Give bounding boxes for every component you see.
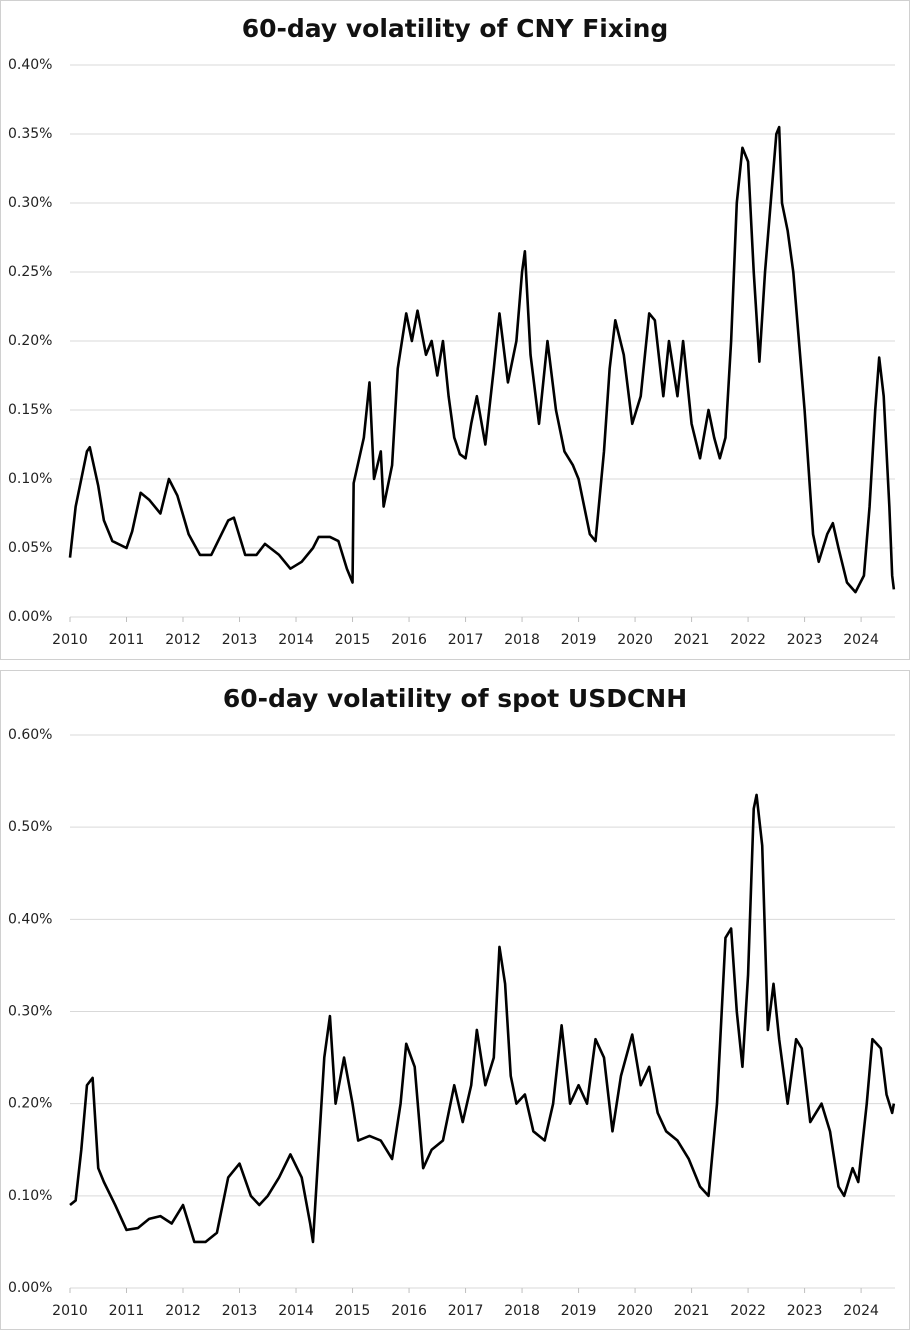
x-tick-label: 2012 [165, 632, 201, 648]
x-tick-label: 2019 [561, 632, 597, 648]
y-tick-label: 0.40% [8, 911, 52, 927]
chart-frame [0, 670, 910, 1330]
x-tick-label: 2010 [52, 1303, 88, 1319]
data-line [68, 125, 896, 594]
y-tick-label: 0.05% [8, 540, 52, 556]
x-tick-label: 2014 [278, 1303, 314, 1319]
x-tick-label: 2013 [222, 632, 258, 648]
y-tick-label: 0.35% [8, 126, 52, 142]
y-tick-label: 0.30% [8, 195, 52, 211]
x-tick-label: 2022 [730, 632, 766, 648]
x-tick-label: 2023 [787, 632, 823, 648]
x-tick-label: 2010 [52, 632, 88, 648]
x-tick-label: 2014 [278, 632, 314, 648]
y-tick-label: 0.20% [8, 333, 52, 349]
y-tick-label: 0.40% [8, 57, 52, 73]
x-tick-label: 2011 [109, 1303, 145, 1319]
x-tick-label: 2018 [504, 1303, 540, 1319]
y-tick-label: 0.30% [8, 1004, 52, 1020]
x-tick-label: 2019 [561, 1303, 597, 1319]
x-tick-label: 2016 [391, 1303, 427, 1319]
x-tick-label: 2013 [222, 1303, 258, 1319]
x-tick-label: 2018 [504, 632, 540, 648]
x-tick-label: 2024 [843, 632, 879, 648]
x-tick-label: 2020 [617, 1303, 653, 1319]
data-line [69, 793, 896, 1244]
x-tick-label: 2017 [448, 1303, 484, 1319]
x-tick-label: 2021 [674, 632, 710, 648]
y-tick-label: 0.00% [8, 1280, 52, 1296]
x-tick-label: 2015 [335, 632, 371, 648]
y-tick-label: 0.50% [8, 819, 52, 835]
y-tick-label: 0.10% [8, 1188, 52, 1204]
y-tick-label: 0.25% [8, 264, 52, 280]
x-tick-label: 2020 [617, 632, 653, 648]
x-tick-label: 2023 [787, 1303, 823, 1319]
y-tick-label: 0.20% [8, 1096, 52, 1112]
x-tick-label: 2017 [448, 632, 484, 648]
chart-title: 60-day volatility of spot USDCNH [223, 684, 687, 713]
x-tick-label: 2021 [674, 1303, 710, 1319]
x-tick-label: 2022 [730, 1303, 766, 1319]
y-tick-label: 0.00% [8, 609, 52, 625]
x-tick-label: 2016 [391, 632, 427, 648]
y-tick-label: 0.10% [8, 471, 52, 487]
chart-frame [0, 0, 910, 660]
y-tick-label: 0.15% [8, 402, 52, 418]
x-tick-label: 2012 [165, 1303, 201, 1319]
y-tick-label: 0.60% [8, 727, 52, 743]
x-tick-label: 2015 [335, 1303, 371, 1319]
chart-title: 60-day volatility of CNY Fixing [242, 14, 669, 43]
x-tick-label: 2024 [843, 1303, 879, 1319]
x-tick-label: 2011 [109, 632, 145, 648]
